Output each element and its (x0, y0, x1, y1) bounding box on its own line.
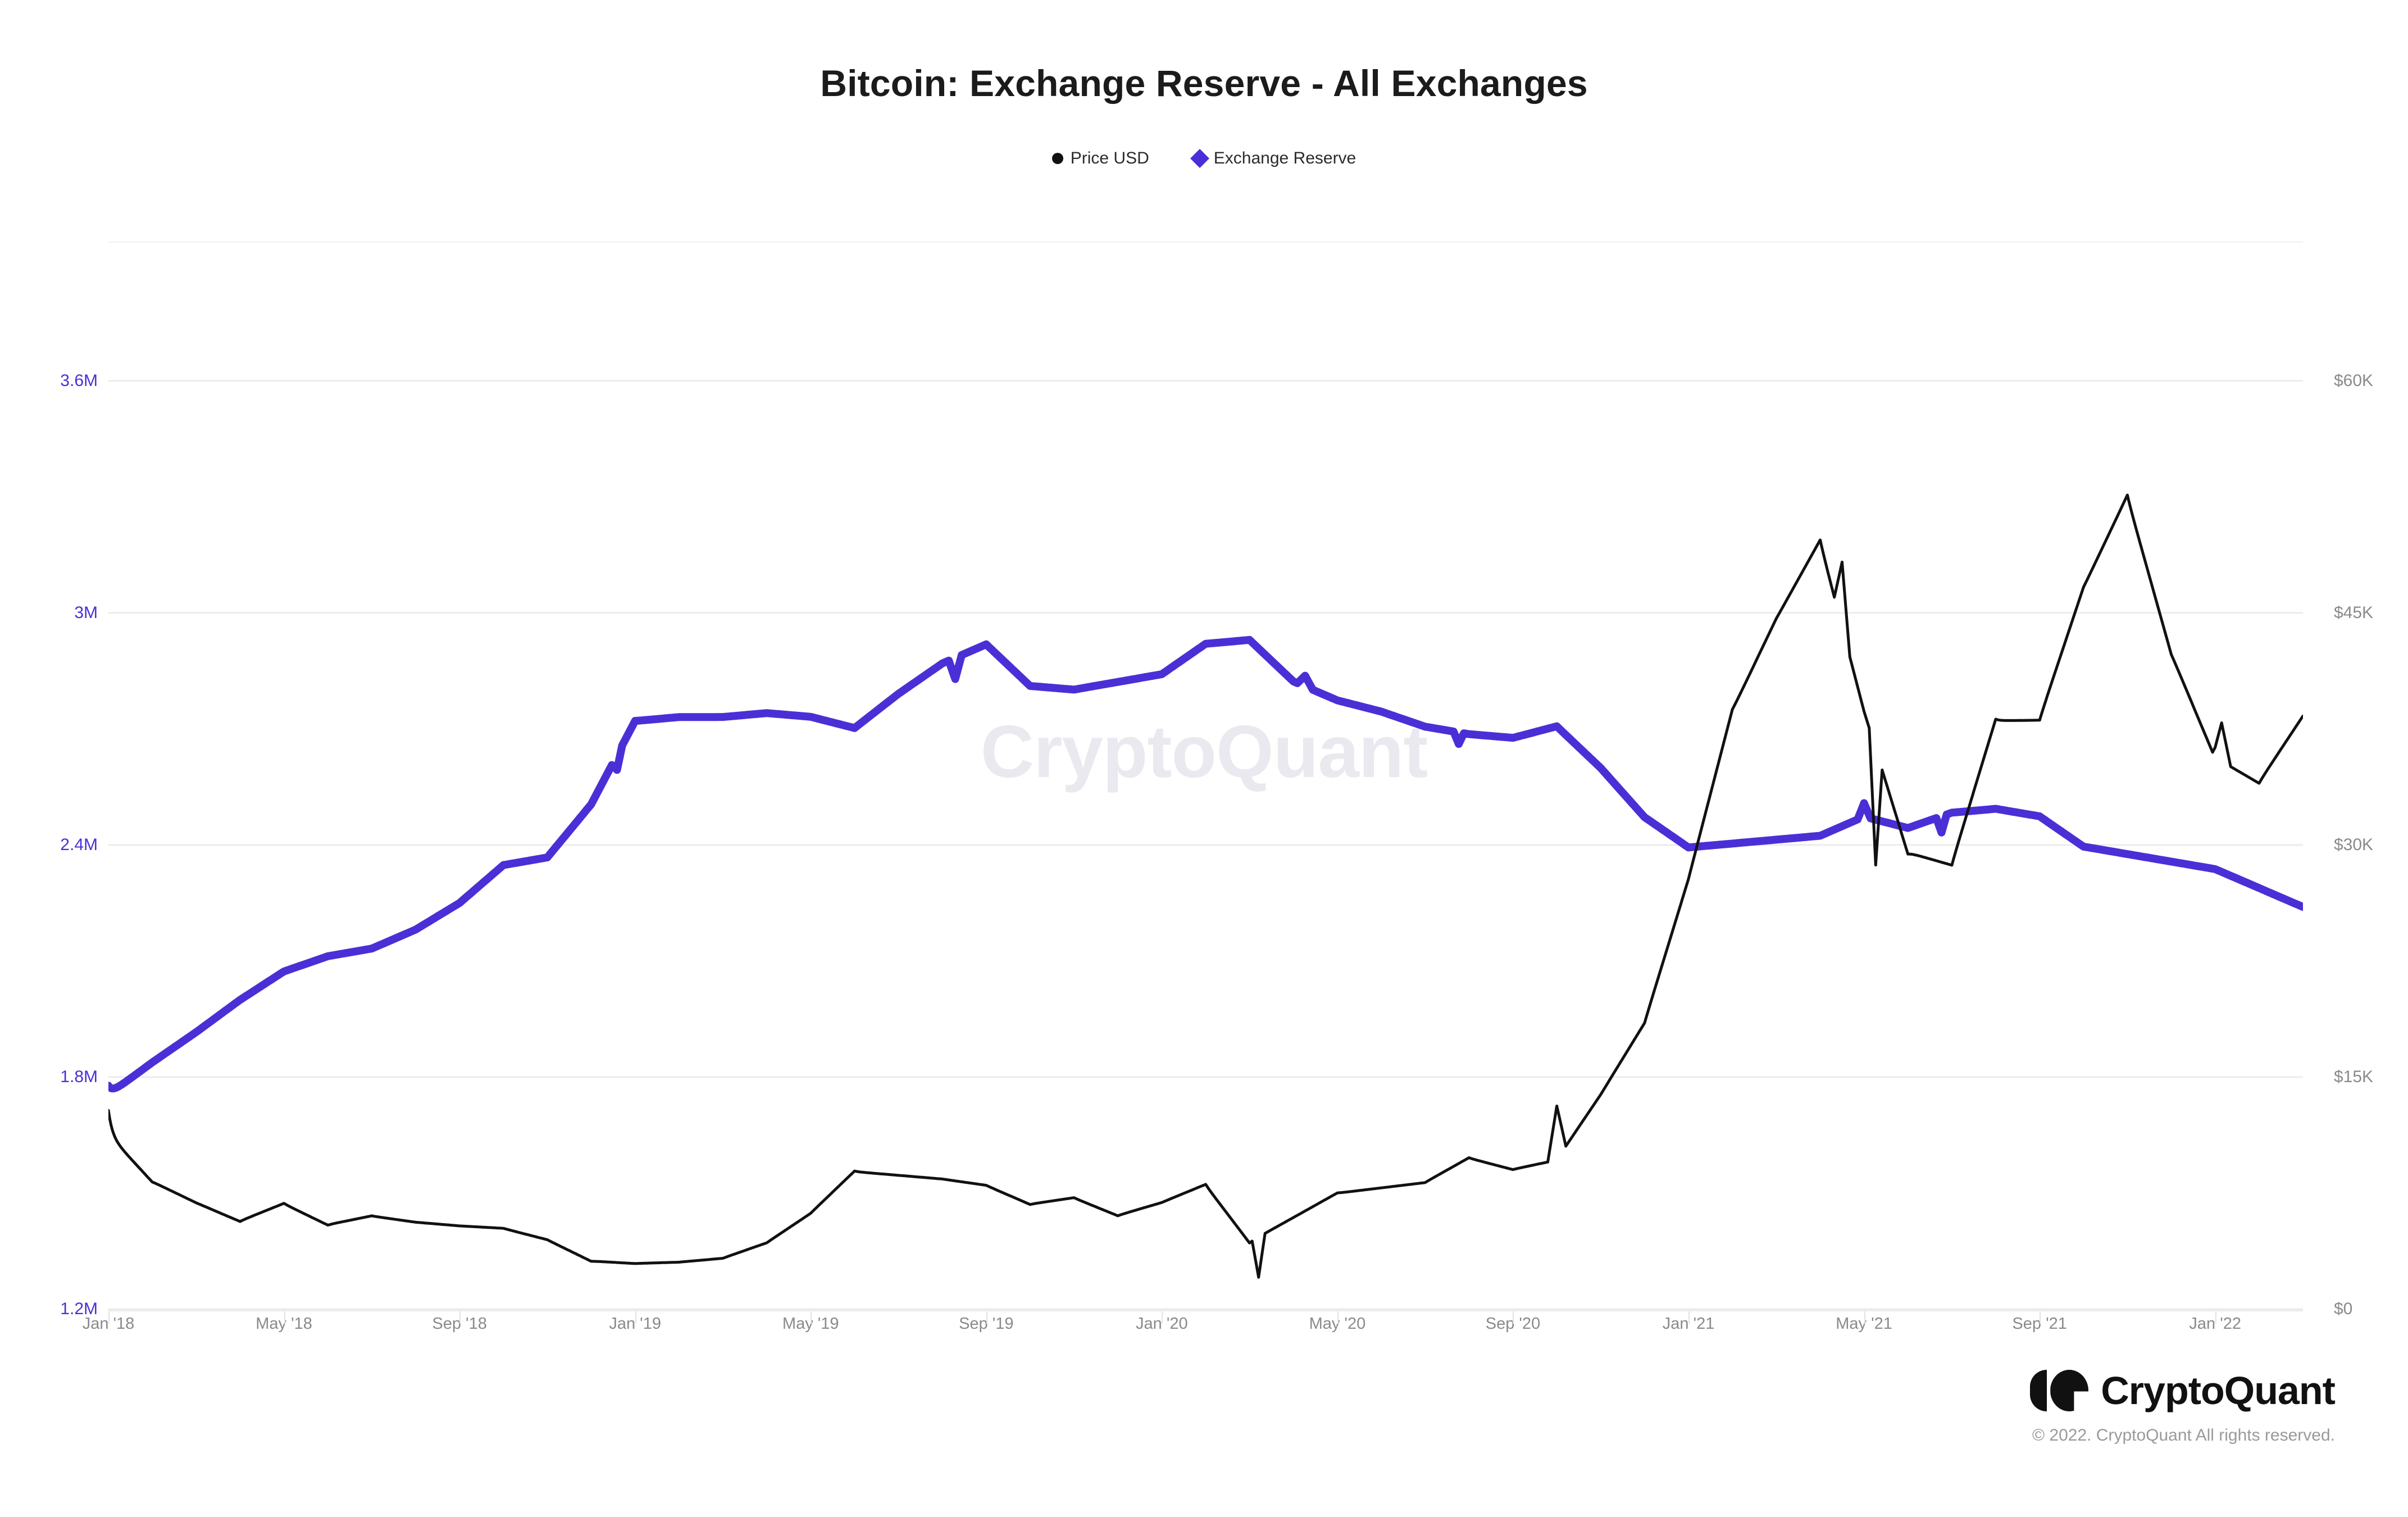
legend-item-price-usd[interactable]: Price USD (1051, 149, 1149, 168)
y-tick-left: 3M (74, 603, 98, 622)
y-tick-left: 1.8M (60, 1067, 98, 1086)
y-tick-right: $60K (2334, 371, 2374, 390)
legend-item-exchange-reserve[interactable]: Exchange Reserve (1190, 149, 1357, 168)
plot-area (108, 242, 2303, 1309)
footer: CryptoQuant © 2022. CryptoQuant All righ… (2030, 1369, 2336, 1445)
x-tick-mark (1513, 1309, 1514, 1324)
chart-legend: Price USD Exchange Reserve (0, 149, 2408, 168)
x-tick-mark (635, 1309, 636, 1324)
x-tick-mark (459, 1309, 461, 1324)
legend-label-exchange-reserve: Exchange Reserve (1213, 149, 1357, 167)
x-tick-mark (811, 1309, 812, 1324)
copyright-text: © 2022. CryptoQuant All rights reserved. (2032, 1426, 2335, 1445)
y-tick-right: $0 (2334, 1300, 2353, 1318)
y-tick-right: $45K (2334, 603, 2374, 622)
x-tick-mark (1688, 1309, 1690, 1324)
price-line (108, 493, 2303, 1279)
x-tick-mark (1864, 1309, 1865, 1324)
diamond-icon (1190, 149, 1209, 168)
x-axis-line (108, 1309, 2303, 1311)
y-tick-right: $15K (2334, 1067, 2374, 1086)
x-tick-mark (1337, 1309, 1339, 1324)
chart-svg (108, 242, 2303, 1309)
brand-name: CryptoQuant (2101, 1369, 2336, 1412)
page-title: Bitcoin: Exchange Reserve - All Exchange… (820, 62, 1588, 104)
y-tick-right: $30K (2334, 835, 2374, 854)
x-tick-mark (2040, 1309, 2041, 1324)
dot-icon (1051, 153, 1063, 164)
cryptoquant-logo-icon (2030, 1370, 2089, 1411)
x-tick-mark (108, 1309, 110, 1324)
y-tick-left: 2.4M (60, 835, 98, 854)
x-tick-mark (2215, 1309, 2216, 1324)
x-tick-mark (1162, 1309, 1163, 1324)
y-tick-left: 1.2M (60, 1300, 98, 1318)
x-tick-mark (284, 1309, 285, 1324)
y-tick-left: 3.6M (60, 371, 98, 390)
brand-lockup: CryptoQuant (2030, 1369, 2336, 1412)
reserve-line (108, 635, 2303, 1093)
x-tick-mark (986, 1309, 987, 1324)
legend-label-price-usd: Price USD (1070, 149, 1149, 167)
